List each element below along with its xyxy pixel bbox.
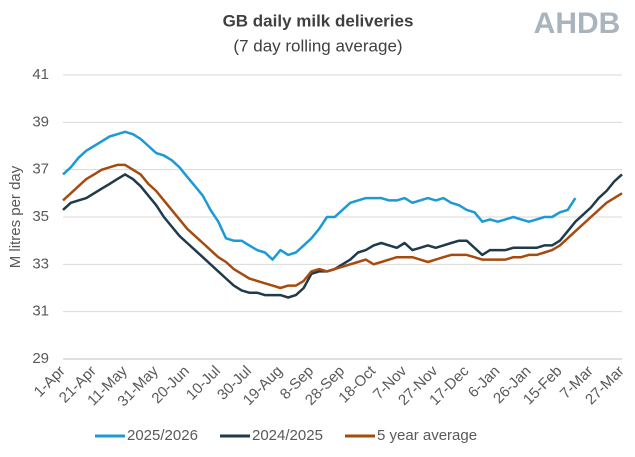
y-tick-label: 41: [32, 66, 49, 83]
y-tick-label: 39: [32, 113, 49, 130]
chart-subtitle: (7 day rolling average): [233, 36, 402, 55]
y-axis-label: M litres per day: [7, 165, 24, 268]
y-tick-label: 31: [32, 303, 49, 320]
logo: AHDB: [534, 7, 621, 40]
y-tick-label: 33: [32, 255, 49, 272]
legend-label: 2024/2025: [252, 427, 323, 444]
y-tick-label: 29: [32, 350, 49, 367]
y-tick-label: 35: [32, 208, 49, 225]
legend-label: 2025/2026: [127, 427, 198, 444]
x-tick-label: 10-Jul: [183, 363, 224, 404]
series-line: [62, 163, 623, 290]
chart-title: GB daily milk deliveries: [223, 11, 414, 30]
series-line: [62, 173, 623, 299]
y-tick-label: 37: [32, 161, 49, 178]
legend-label: 5 year average: [377, 427, 477, 444]
series-line: [62, 130, 577, 261]
